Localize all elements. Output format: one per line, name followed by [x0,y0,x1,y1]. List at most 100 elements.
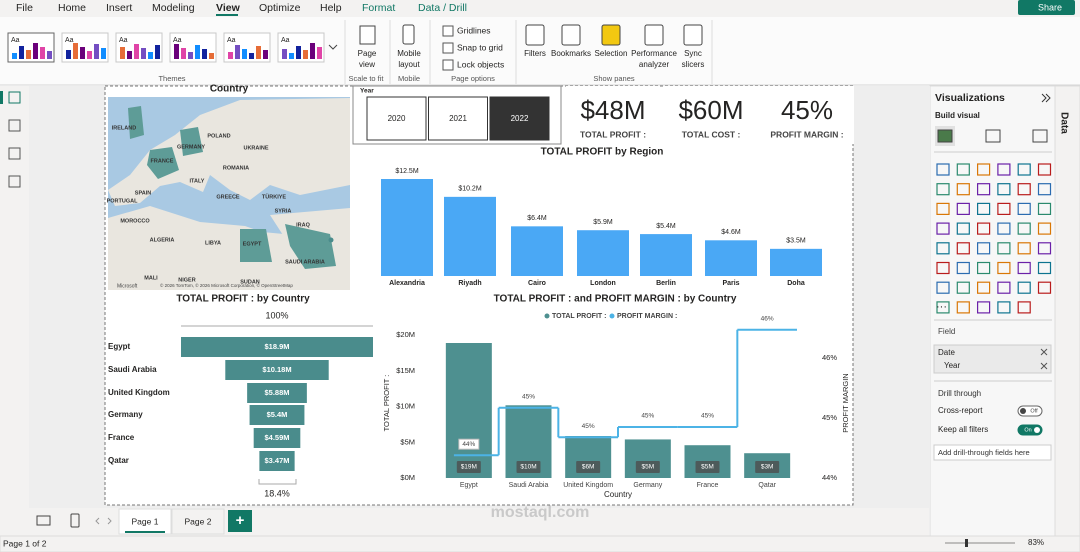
visual-type-icon[interactable] [976,222,991,235]
button-label[interactable]: Filters [524,49,546,58]
nav-icon[interactable] [8,175,21,188]
button-label[interactable]: slicers [682,60,705,69]
button-label[interactable]: analyzer [639,60,670,69]
visual-type-icon[interactable] [1037,242,1052,255]
checkbox[interactable] [442,59,454,71]
visual-type-icon[interactable] [976,163,991,176]
button-label[interactable]: Mobile [397,49,421,58]
field-remove[interactable] [1040,348,1048,370]
visual-type-icon[interactable] [1017,163,1031,176]
bar[interactable] [511,226,563,276]
visual-type-icon[interactable] [997,242,1011,255]
ribbon-tab[interactable]: Data / Drill [418,2,467,14]
visual-type-icon[interactable] [1037,261,1052,275]
bar[interactable] [640,234,692,276]
button-label[interactable]: view [359,60,375,69]
desktop-view-icon[interactable] [36,515,51,526]
visual-type-icon[interactable] [997,183,1011,196]
page-tab[interactable] [171,508,225,535]
slicer-option-label[interactable]: 2022 [511,114,529,123]
visual-type-icon[interactable] [956,261,970,275]
more-visuals[interactable]: ··· [936,301,947,313]
visual-type-icon[interactable] [936,222,950,235]
visual-type-icon[interactable] [997,222,1011,235]
visual-type-icon[interactable] [1017,202,1031,215]
page-tab-label[interactable]: Page 1 [132,516,159,526]
visual-type-icon[interactable] [976,261,991,275]
visual-type-icon[interactable] [997,261,1011,275]
theme-dropdown[interactable] [328,44,338,50]
bar[interactable] [770,248,822,276]
visual-type-icon[interactable] [936,281,950,294]
slicer-option[interactable] [428,96,488,141]
visual-type-icon[interactable] [1037,163,1052,176]
zoom-thumb[interactable] [965,539,968,547]
visual-type-icon[interactable] [956,202,970,215]
build-tab-icon[interactable] [1032,129,1048,143]
ribbon-tab[interactable]: Home [58,2,86,14]
visual-type-icon[interactable] [976,183,991,196]
nav-icon[interactable] [8,91,21,104]
nav-icon[interactable] [8,147,21,160]
visual-type-icon[interactable] [1037,202,1052,215]
funnel-bar[interactable] [259,451,295,471]
visual-type-icon[interactable] [936,183,950,196]
checkbox-label[interactable]: Gridlines [457,25,491,35]
data-pane-label[interactable]: Data [1058,112,1069,134]
pane-icon[interactable] [683,24,703,46]
visual-type-icon[interactable] [956,301,970,314]
build-tab-icon[interactable] [985,129,1001,143]
visual-type-icon[interactable] [1017,183,1031,196]
visual-type-icon[interactable] [936,163,950,176]
bar[interactable] [577,230,629,276]
ribbon-tab[interactable]: Modeling [152,2,195,14]
button-label[interactable]: Page [358,49,377,58]
visual-type-icon[interactable] [1017,222,1031,235]
checkbox-label[interactable]: Lock objects [457,59,504,69]
funnel-bar[interactable] [253,428,301,448]
bar[interactable] [444,196,496,276]
build-tab-icon[interactable] [937,129,953,143]
funnel-bar[interactable] [181,337,373,357]
slicer-option-label[interactable]: 2020 [388,114,406,123]
checkbox[interactable] [442,42,454,54]
bar[interactable] [381,179,433,276]
add-page-button[interactable] [228,510,252,532]
ribbon-tab[interactable]: View [216,2,241,14]
visual-type-icon[interactable] [956,281,970,294]
share-label[interactable]: Share [1038,2,1062,12]
visual-type-icon[interactable] [976,301,991,314]
data-pane-collapsed[interactable] [1054,85,1080,537]
funnel-bar[interactable] [225,360,329,380]
visual-type-icon[interactable] [997,163,1011,176]
page-tab-label[interactable]: Page 2 [185,516,212,526]
nav-icon[interactable] [8,119,21,132]
ribbon-tab[interactable]: Optimize [259,2,301,14]
visual-type-icon[interactable] [1017,242,1031,255]
checkbox[interactable] [442,25,454,37]
visual-type-icon[interactable] [1037,222,1052,235]
funnel-bar[interactable] [247,383,307,403]
visual-type-icon[interactable] [956,163,970,176]
visual-type-icon[interactable] [936,301,950,314]
visual-type-icon[interactable] [1017,261,1031,275]
slicer-option-label[interactable]: 2021 [449,114,467,123]
page-tab[interactable] [118,508,172,535]
visual-type-icon[interactable] [1017,301,1031,314]
pane-icon[interactable] [561,24,581,46]
mobile-view-icon[interactable] [70,513,80,528]
slicer-option[interactable] [489,96,550,141]
visual-type-icon[interactable] [936,261,950,275]
drop-zone[interactable] [933,444,1052,461]
button-label[interactable]: Bookmarks [551,49,591,58]
ribbon-tab[interactable]: Help [320,2,342,14]
visual-type-icon[interactable] [997,202,1011,215]
visual-type-icon[interactable] [997,281,1011,294]
pane-icon[interactable] [644,24,664,46]
visual-type-icon[interactable] [956,183,970,196]
ribbon-tab[interactable]: Insert [106,2,132,14]
bar[interactable] [705,240,757,276]
button-label[interactable]: Sync [684,49,702,58]
slicer-option[interactable] [366,96,427,141]
share-button[interactable] [1018,0,1075,15]
